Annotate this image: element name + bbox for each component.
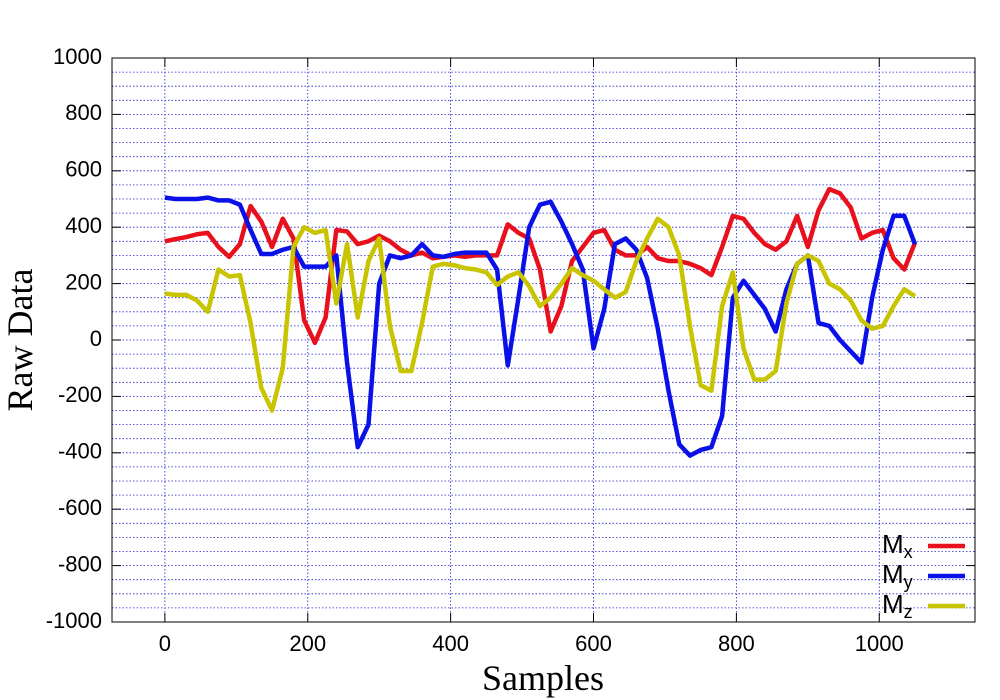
data-line: [164, 216, 917, 413]
legend-label: Mz: [882, 589, 913, 622]
y-axis-label: Raw Data: [0, 269, 40, 412]
data-line: [164, 186, 918, 346]
y-tick-label: -400: [58, 439, 102, 464]
x-tick-label: 800: [718, 631, 755, 656]
x-tick-label: 400: [432, 631, 469, 656]
y-tick-label: -800: [58, 551, 102, 576]
legend-label: Mx: [882, 529, 913, 562]
data-line: [164, 195, 918, 458]
x-tick-label: 200: [289, 631, 326, 656]
x-tick-label: 1000: [855, 631, 904, 656]
y-tick-label: -600: [58, 495, 102, 520]
legend-label: My: [882, 559, 913, 592]
x-axis-label: Samples: [482, 658, 604, 698]
y-tick-label: 200: [65, 269, 102, 294]
y-tick-label: 600: [65, 157, 102, 182]
plot-frame: [111, 57, 976, 623]
x-tick-label: 0: [159, 631, 171, 656]
y-tick-label: 400: [65, 213, 102, 238]
y-tick-label: 1000: [53, 44, 102, 69]
x-tick-label: 600: [575, 631, 612, 656]
y-tick-label: -1000: [46, 608, 102, 633]
y-tick-label: 0: [90, 326, 102, 351]
y-tick-label: -200: [58, 382, 102, 407]
y-tick-label: 800: [65, 100, 102, 125]
